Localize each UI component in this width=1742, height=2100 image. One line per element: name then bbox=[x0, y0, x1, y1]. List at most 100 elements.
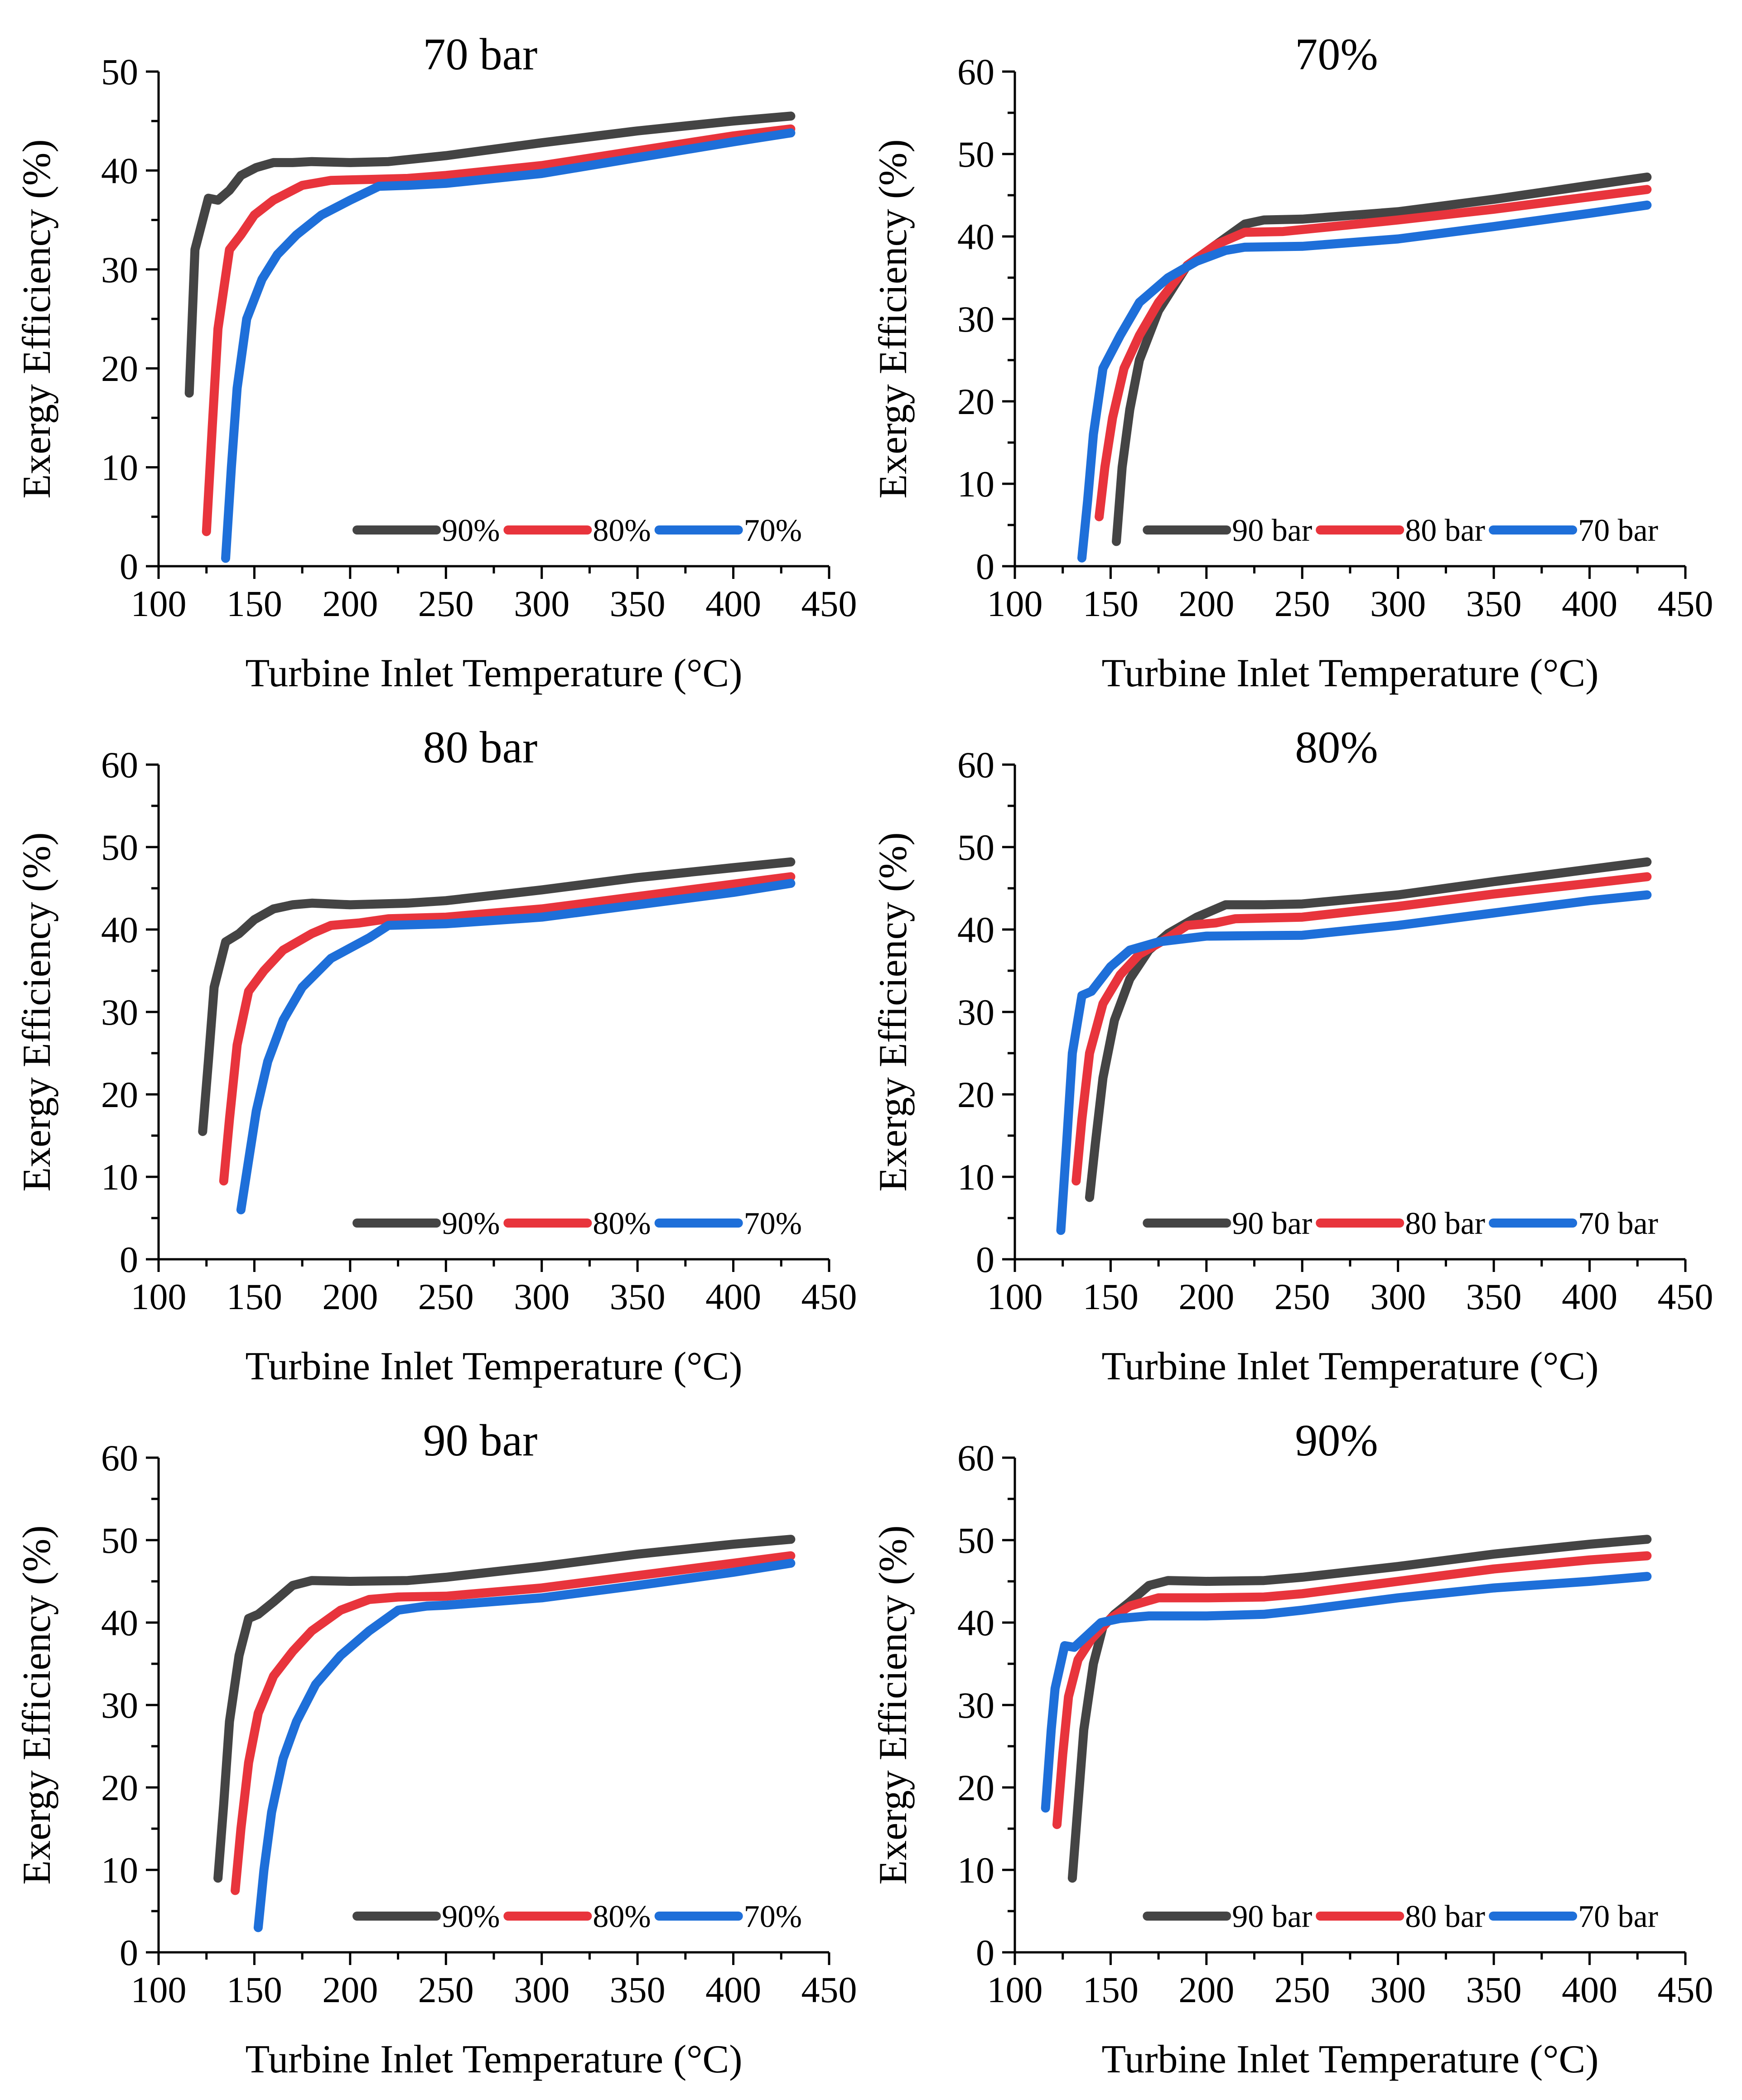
legend-label: 90 bar bbox=[1232, 1899, 1312, 1934]
x-tick-label: 350 bbox=[610, 583, 666, 624]
x-axis-label: Turbine Inlet Temperature (°C) bbox=[246, 651, 743, 695]
series-line bbox=[231, 1551, 796, 1895]
y-tick-label: 20 bbox=[101, 1767, 138, 1808]
x-tick-label: 150 bbox=[1083, 1276, 1139, 1317]
legend-label: 80% bbox=[593, 1899, 651, 1934]
y-tick-label: 10 bbox=[957, 1156, 994, 1198]
y-axis-label: Exergy Efficiency (%) bbox=[15, 832, 59, 1191]
x-tick-label: 150 bbox=[227, 583, 282, 624]
y-tick-label: 60 bbox=[957, 744, 994, 785]
x-tick-label: 250 bbox=[418, 583, 474, 624]
panel-70-percent: 100 150 200 250 300 350 400 450 0 10 20 30 40 50 60 70%… bbox=[871, 29, 1713, 695]
x-tick-label: 450 bbox=[1658, 1276, 1713, 1317]
x-tick-label: 400 bbox=[705, 1969, 761, 2010]
y-axis-label: Exergy Efficiency (%) bbox=[871, 139, 915, 498]
series-line bbox=[198, 857, 796, 1136]
y-tick-label: 30 bbox=[101, 249, 138, 290]
legend-label: 80 bar bbox=[1405, 1206, 1485, 1241]
y-tick-label: 40 bbox=[957, 909, 994, 950]
series-line bbox=[1071, 872, 1652, 1186]
y-tick-label: 50 bbox=[101, 827, 138, 868]
x-tick-label: 450 bbox=[1658, 583, 1713, 624]
series-line bbox=[219, 872, 796, 1186]
chart-title: 70 bar bbox=[423, 29, 538, 79]
chart-title: 80 bar bbox=[423, 722, 538, 772]
legend-label: 70 bar bbox=[1578, 513, 1658, 548]
series-line bbox=[1067, 1535, 1652, 1883]
x-tick-label: 300 bbox=[514, 1969, 569, 2010]
y-tick-label: 50 bbox=[101, 51, 138, 92]
chart-title: 80% bbox=[1295, 722, 1378, 772]
y-tick-label: 10 bbox=[101, 447, 138, 488]
y-tick-label: 50 bbox=[957, 827, 994, 868]
y-tick-label: 20 bbox=[101, 1074, 138, 1115]
x-tick-label: 250 bbox=[1274, 583, 1330, 624]
y-tick-label: 50 bbox=[101, 1520, 138, 1561]
x-tick-label: 250 bbox=[1274, 1276, 1330, 1317]
x-axis-label: Turbine Inlet Temperature (°C) bbox=[1102, 1344, 1599, 1388]
series-line bbox=[202, 124, 796, 536]
x-tick-label: 100 bbox=[987, 1276, 1043, 1317]
x-tick-label: 250 bbox=[1274, 1969, 1330, 2010]
y-tick-label: 50 bbox=[957, 1520, 994, 1561]
series-line bbox=[1077, 200, 1652, 563]
legend-label: 80 bar bbox=[1405, 513, 1485, 548]
y-tick-label: 20 bbox=[957, 1767, 994, 1808]
y-tick-label: 60 bbox=[101, 744, 138, 785]
y-tick-label: 0 bbox=[120, 1932, 138, 1973]
series-line bbox=[236, 879, 796, 1214]
x-tick-label: 450 bbox=[801, 583, 857, 624]
y-tick-label: 0 bbox=[976, 546, 994, 587]
x-tick-label: 100 bbox=[131, 1969, 187, 2010]
y-tick-label: 40 bbox=[957, 216, 994, 257]
x-tick-label: 150 bbox=[1083, 1969, 1139, 2010]
y-tick-label: 30 bbox=[101, 1685, 138, 1726]
series-line bbox=[213, 1535, 796, 1883]
x-tick-label: 350 bbox=[1466, 1276, 1522, 1317]
x-tick-label: 100 bbox=[131, 1276, 187, 1317]
y-tick-label: 30 bbox=[101, 992, 138, 1033]
panel-80-percent: 100 150 200 250 300 350 400 450 0 10 20 30 40 50 60 80%… bbox=[871, 722, 1713, 1388]
x-tick-label: 400 bbox=[705, 583, 761, 624]
chart-title: 90 bar bbox=[423, 1415, 538, 1465]
x-tick-label: 100 bbox=[131, 583, 187, 624]
y-tick-label: 0 bbox=[976, 1932, 994, 1973]
legend-label: 90% bbox=[442, 1206, 500, 1241]
x-tick-label: 200 bbox=[1178, 1276, 1234, 1317]
legend-label: 70% bbox=[744, 1206, 802, 1241]
y-axis-label: Exergy Efficiency (%) bbox=[871, 1525, 915, 1884]
x-axis-label: Turbine Inlet Temperature (°C) bbox=[246, 2037, 743, 2081]
y-tick-label: 30 bbox=[957, 299, 994, 340]
y-tick-label: 30 bbox=[957, 992, 994, 1033]
x-tick-label: 300 bbox=[514, 583, 569, 624]
y-tick-label: 20 bbox=[101, 348, 138, 389]
y-tick-label: 40 bbox=[101, 150, 138, 191]
chart-title: 90% bbox=[1295, 1415, 1378, 1465]
x-tick-label: 150 bbox=[1083, 583, 1139, 624]
series-line bbox=[184, 111, 796, 398]
y-tick-label: 60 bbox=[101, 1437, 138, 1479]
y-tick-label: 60 bbox=[957, 51, 994, 92]
legend-label: 90 bar bbox=[1232, 1206, 1312, 1241]
x-tick-label: 150 bbox=[227, 1276, 282, 1317]
y-tick-label: 30 bbox=[957, 1685, 994, 1726]
y-tick-label: 40 bbox=[101, 909, 138, 950]
y-axis-label: Exergy Efficiency (%) bbox=[15, 1525, 59, 1884]
legend-label: 90% bbox=[442, 1899, 500, 1934]
x-tick-label: 200 bbox=[322, 583, 378, 624]
x-tick-label: 200 bbox=[1178, 1969, 1234, 2010]
x-tick-label: 450 bbox=[801, 1969, 857, 2010]
y-axis-label: Exergy Efficiency (%) bbox=[871, 832, 915, 1191]
x-tick-label: 150 bbox=[227, 1969, 282, 2010]
y-tick-label: 20 bbox=[957, 1074, 994, 1115]
x-axis-label: Turbine Inlet Temperature (°C) bbox=[1102, 2037, 1599, 2081]
panel-80-bar: 100 150 200 250 300 350 400 450 0 10 20 30 40 50 60 80 … bbox=[15, 722, 857, 1388]
series-line bbox=[1085, 857, 1652, 1202]
y-tick-label: 20 bbox=[957, 381, 994, 422]
x-tick-label: 300 bbox=[514, 1276, 569, 1317]
panel-90-bar: 100 150 200 250 300 350 400 450 0 10 20 30 40 50 60 90 … bbox=[15, 1415, 857, 2081]
x-tick-label: 250 bbox=[418, 1276, 474, 1317]
x-tick-label: 400 bbox=[1562, 1969, 1617, 2010]
legend-label: 70% bbox=[744, 1899, 802, 1934]
chart-title: 70% bbox=[1295, 29, 1378, 79]
